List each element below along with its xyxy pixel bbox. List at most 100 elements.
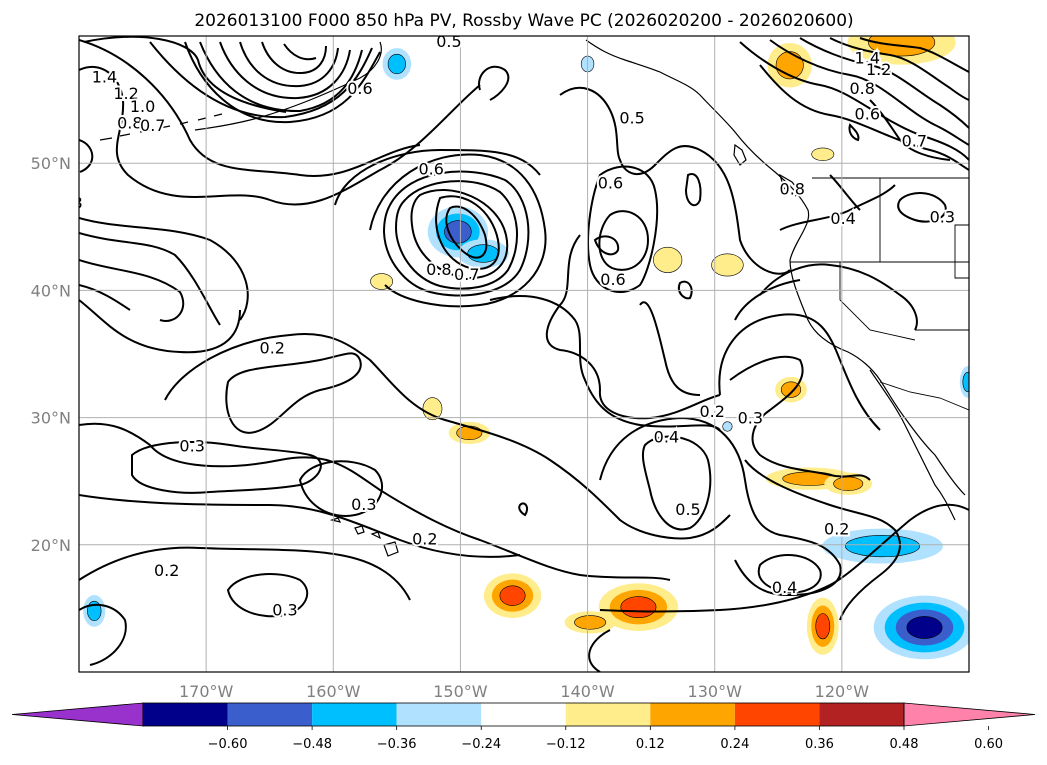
pv-contour (79, 259, 185, 322)
pc-anomaly (422, 397, 443, 421)
aleutian-islands (99, 113, 223, 141)
colorbar-tick-label: 0.48 (890, 737, 919, 752)
colorbar-tick-label: −0.48 (292, 737, 332, 752)
longitude-tick-label: 160°W (306, 682, 361, 701)
contour-label: 0.2 (824, 519, 849, 538)
pc-anomaly (483, 573, 542, 618)
pv-contour (79, 546, 411, 601)
anomaly-band (574, 615, 607, 630)
contour-label: 0.4 (0, 283, 22, 302)
colorbar-band (396, 703, 482, 726)
pc-anomaly (370, 273, 394, 290)
contour-label: 0.8 (780, 180, 805, 199)
pc-anomaly (382, 48, 412, 80)
colorbar-tick-label: 0.24 (720, 737, 749, 752)
pv-contour (869, 99, 951, 161)
contour-label: 1.4 (92, 68, 117, 87)
contour-label: 0.6 (598, 173, 623, 192)
pv-contour (149, 41, 373, 119)
pv-contours (79, 36, 969, 672)
pv-contour (779, 184, 896, 231)
anomaly-band (962, 371, 969, 393)
contour-label: 0.6 (600, 270, 625, 289)
anomaly-band (722, 421, 733, 432)
pv-contour (518, 502, 529, 517)
pv-contour (734, 279, 801, 321)
colorbar-band (227, 703, 313, 726)
pv-contour (283, 43, 317, 61)
pv-contour (478, 65, 510, 101)
pc-anomaly (564, 611, 616, 634)
pv-contour (79, 217, 249, 321)
pv-contour (639, 301, 701, 396)
contour-label: 0.8 (117, 113, 142, 132)
pv-contour (79, 139, 94, 173)
contour-label: 1.2 (866, 60, 891, 79)
pv-contour (744, 459, 901, 621)
pc-anomaly (448, 421, 490, 444)
contour-label: 0.4 (654, 428, 679, 447)
colorbar-band (734, 703, 820, 726)
colorbar-band (312, 703, 397, 726)
anomaly-band (370, 273, 394, 290)
contour-label: 0.5 (436, 32, 461, 51)
latitude-axis: 20°N 30°N 40°N 50°N (31, 154, 71, 555)
pv-contour (184, 41, 381, 124)
latitude-tick-label: 20°N (31, 536, 71, 555)
coastlines-and-borders (99, 39, 969, 557)
pv-contour (489, 295, 721, 431)
coastline-alaska (194, 41, 382, 131)
colorbar: −0.60 −0.48 −0.36 −0.24 −0.12 0.12 0.24 0.36 0.4… (11, 702, 1036, 752)
colorbar-extension-high (903, 702, 1036, 727)
anomaly-band (906, 616, 943, 639)
haida-gwaii (733, 143, 747, 166)
anomaly-band (833, 476, 864, 491)
pv-contour (641, 435, 712, 531)
contour-label: 0.3 (351, 495, 376, 514)
colorbar-tick-label: −0.24 (461, 737, 501, 752)
anomaly-band (499, 585, 526, 606)
colorbar-band (819, 703, 904, 726)
pv-contour (79, 284, 131, 311)
contour-label: 0.2 (260, 339, 285, 358)
hawaiian-islands (329, 517, 399, 557)
pc-anomaly (811, 147, 835, 161)
pv-contour (226, 573, 309, 618)
latitude-tick-label: 40°N (31, 281, 71, 300)
colorbar-frame (142, 702, 905, 727)
anomaly-band (422, 397, 443, 421)
contour-label: 0.7 (454, 265, 479, 284)
state-borders (790, 178, 969, 341)
pv-contour (83, 36, 287, 113)
contour-label: 0.6 (418, 159, 443, 178)
pv-contour (588, 629, 611, 672)
pv-contour (410, 189, 509, 280)
pv-contour (598, 210, 650, 271)
pc-anomaly (711, 253, 744, 277)
pc-anomaly (598, 583, 679, 631)
pv-contour (79, 603, 127, 666)
map-background (79, 36, 969, 672)
pc-anomaly (873, 595, 969, 660)
pv-contour (394, 180, 518, 290)
contour-label: 0.5 (675, 500, 700, 519)
pv-contour (199, 41, 363, 113)
pv-contour (164, 333, 731, 540)
colorbar-band (650, 703, 735, 726)
map-area: 1.41.21.00.80.70.20.50.60.50.60.60.8 0.7 0… (0, 32, 969, 672)
pv-contour (225, 352, 362, 434)
contour-label: 0.5 (619, 108, 644, 127)
colorbar-band (481, 703, 566, 726)
pv-contour (382, 170, 530, 297)
pc-anomaly (822, 528, 943, 564)
pv-contour (799, 37, 969, 129)
pv-contour (829, 37, 969, 101)
colorbar-extension-low (11, 702, 144, 727)
pv-contour (759, 64, 969, 171)
colorbar-tick-label: 0.12 (636, 737, 665, 752)
pv-contour (219, 41, 351, 100)
vancouver-island (778, 173, 801, 197)
pv-contour (769, 39, 969, 146)
pv-contour (739, 41, 969, 161)
